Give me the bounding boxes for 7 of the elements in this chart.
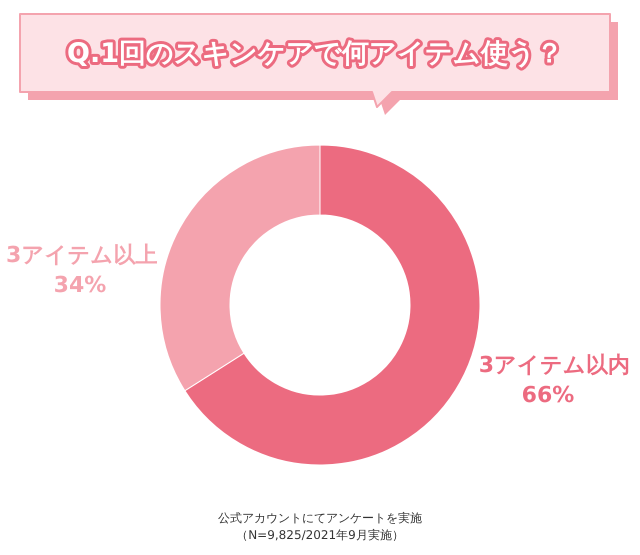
data-label: 66% — [522, 383, 574, 408]
data-label: 34% — [54, 273, 106, 298]
slice-label: 3アイテム以上 — [6, 243, 158, 268]
chart-title: Q.1回のスキンケアで何アイテム使う？ — [67, 38, 563, 69]
slice-label: 3アイテム以内 — [478, 353, 630, 378]
text: （N=9,825/2021年9月実施） — [236, 528, 404, 542]
text: 公式アカウントにてアンケートを実施 — [218, 511, 422, 525]
